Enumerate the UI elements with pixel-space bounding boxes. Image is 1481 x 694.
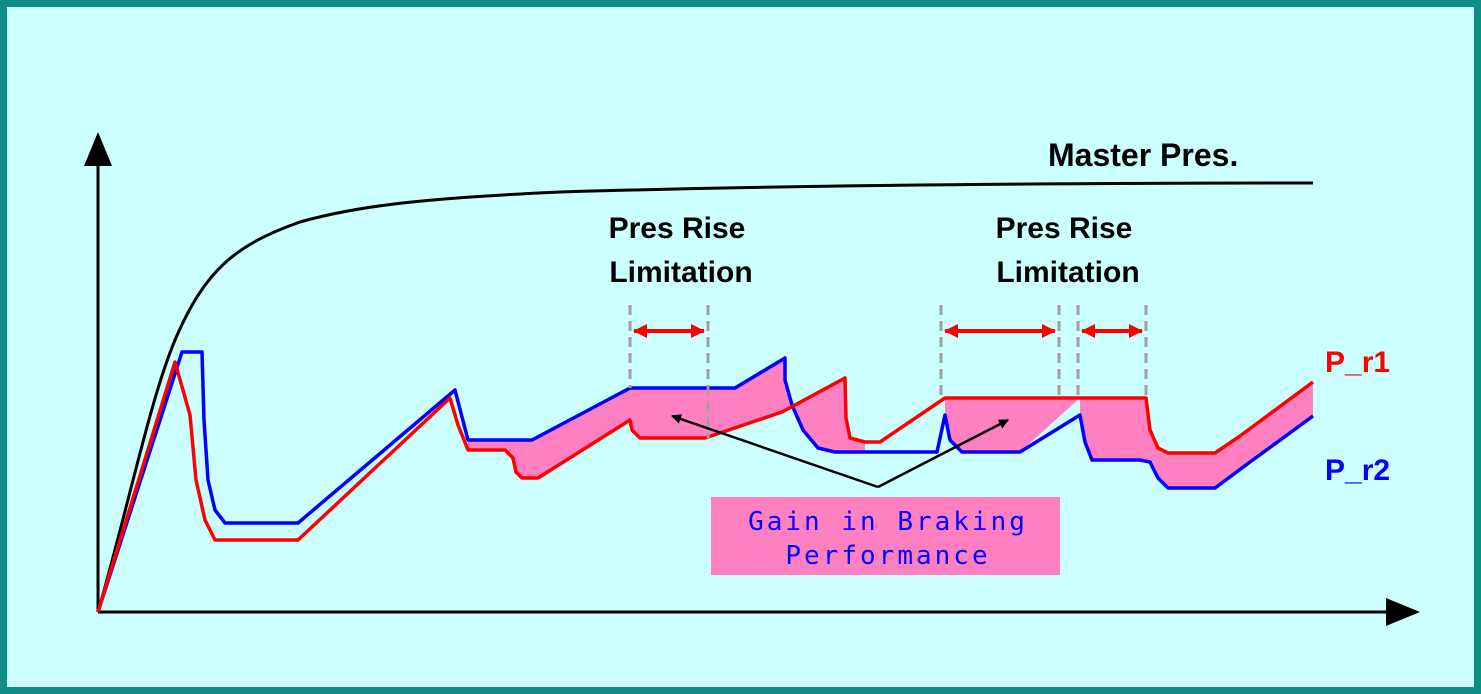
pres-rise-label-1-line-2: Limitation	[609, 256, 752, 289]
pres-rise-label-2-line-1: Pres Rise	[996, 212, 1133, 245]
pr1-curve	[96, 360, 1315, 613]
callout-arrow-right	[877, 418, 1009, 489]
gain-label-line-1: Gain in Braking	[748, 507, 1028, 537]
y-axis-arrowhead	[84, 132, 112, 166]
pr2-curve	[96, 350, 1315, 613]
master-pressure-label: Master Pres.	[1048, 137, 1238, 173]
pres-rise-label-1-line-1: Pres Rise	[609, 212, 746, 245]
pr2-label: P_r2	[1325, 454, 1390, 487]
gain-region-fills	[468, 358, 1313, 488]
pr1-label: P_r1	[1325, 346, 1390, 379]
limitation-guides	[628, 305, 1148, 438]
pres-rise-label-2-line-2: Limitation	[996, 256, 1139, 289]
gain-label-box	[711, 497, 1060, 575]
gain-region-4	[1080, 382, 1313, 488]
master-pressure-curve	[96, 181, 1314, 613]
gain-label-line-2: Performance	[785, 541, 990, 571]
gain-region-2	[630, 358, 865, 452]
x-axis-arrowhead	[1386, 598, 1420, 626]
gain-region-3	[945, 398, 1080, 452]
gain-callout-arrows	[671, 414, 1009, 489]
callout-arrow-left	[671, 414, 879, 489]
axes	[84, 132, 1420, 626]
